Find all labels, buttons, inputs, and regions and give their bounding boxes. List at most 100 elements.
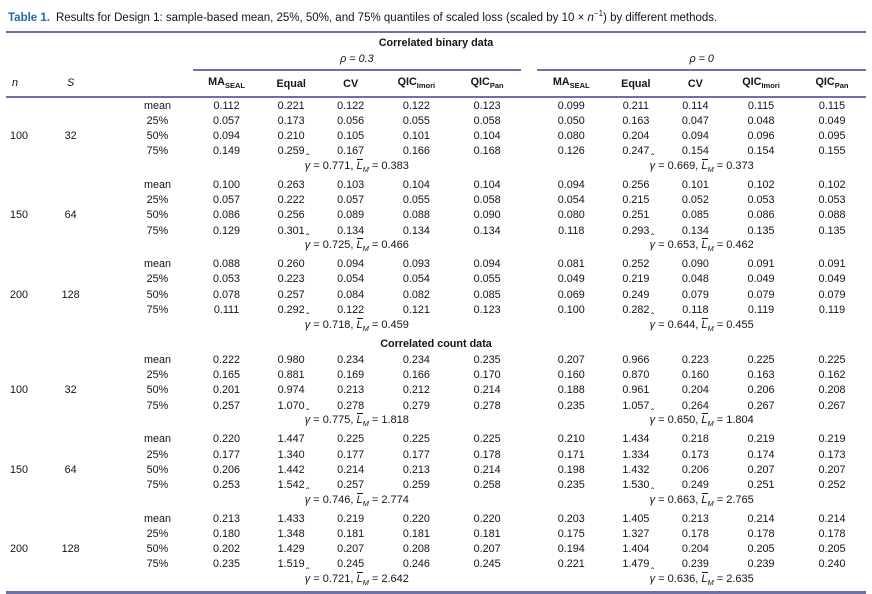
n-value: 100 — [10, 129, 29, 142]
gamma-value: 0.718 — [322, 318, 351, 331]
spacer-cell — [6, 238, 193, 257]
stat-summary: γ = 0.663, LM = 2.765 — [537, 492, 866, 512]
group-header-rho-0: ρ = 0 — [537, 51, 866, 71]
value-cell: 0.178 — [818, 527, 846, 540]
value-cell: 0.091 — [747, 258, 775, 271]
value-cell: 0.135 — [818, 224, 846, 237]
value-cell: 0.134 — [402, 224, 430, 237]
l-bar-symbol: L — [701, 413, 709, 427]
value-cell: 0.881 — [277, 369, 305, 382]
gamma-value: 0.653 — [667, 239, 696, 252]
method-subscript: SEAL — [224, 80, 245, 90]
s-value — [47, 97, 94, 113]
gamma-hat-symbol: γ — [305, 572, 311, 586]
group-gap — [521, 257, 537, 272]
value-cell: 0.215 — [622, 194, 650, 207]
n-value: 100 — [10, 384, 29, 397]
value-cell: 0.088 — [818, 209, 846, 222]
group-gap — [521, 478, 537, 493]
n-value — [6, 557, 47, 572]
value-cell: 0.225 — [402, 433, 430, 446]
s-value — [47, 257, 94, 272]
stat-label: 50% — [146, 543, 169, 556]
column-header-maseal: MASEAL — [192, 69, 261, 99]
column-header-equal: Equal — [260, 69, 322, 99]
spacer-cell — [6, 159, 193, 178]
value-cell: 0.202 — [213, 543, 241, 556]
column-header-cv: CV — [666, 69, 725, 99]
value-cell: 0.171 — [557, 448, 585, 461]
stat-summary-row: γ = 0.721, LM = 2.642 γ = 0.636, LM = 2.6… — [6, 572, 866, 591]
value-cell: 0.225 — [818, 354, 846, 367]
method-name: MA — [552, 75, 570, 88]
value-cell: 0.252 — [622, 258, 650, 271]
stat-label: 50% — [146, 129, 169, 142]
value-cell: 0.094 — [681, 129, 709, 142]
value-cell: 0.053 — [747, 194, 775, 207]
method-subscript: Pan — [834, 80, 849, 90]
l-subscript: M — [362, 323, 369, 333]
s-value — [47, 144, 94, 159]
equals-sign: = — [310, 414, 323, 427]
value-cell: 0.234 — [402, 354, 430, 367]
lm-value: 0.373 — [726, 159, 754, 172]
value-cell: 0.206 — [681, 463, 709, 476]
value-cell: 0.134 — [681, 224, 709, 237]
s-value — [47, 447, 94, 462]
value-cell: 0.258 — [473, 478, 501, 491]
value-cell: 0.208 — [818, 384, 846, 397]
value-cell: 0.279 — [402, 399, 430, 412]
value-cell: 0.247 — [622, 145, 650, 158]
equals-sign: = — [310, 318, 323, 331]
stat-label: 50% — [146, 209, 169, 222]
value-cell: 0.089 — [337, 209, 365, 222]
n-value — [6, 398, 47, 413]
value-cell: 0.223 — [277, 273, 305, 286]
table-row: 25% 0.057 0.173 0.056 0.055 0.058 0.050 0.163 0.… — [6, 113, 866, 128]
group-gap — [521, 432, 537, 447]
value-cell: 0.054 — [557, 194, 585, 207]
value-cell: 0.181 — [402, 527, 430, 540]
comma: , — [350, 414, 357, 427]
lm-value: 0.462 — [726, 239, 754, 252]
group-gap — [521, 272, 537, 287]
value-cell: 0.257 — [337, 478, 365, 491]
value-cell: 0.260 — [277, 258, 305, 271]
group-gap — [520, 69, 538, 99]
column-header-n: n — [6, 69, 48, 99]
stat-label: 25% — [146, 273, 169, 286]
stat-summary: γ = 0.644, LM = 0.455 — [537, 317, 866, 337]
value-cell: 0.104 — [473, 178, 501, 191]
value-cell: 0.088 — [213, 258, 241, 271]
l-subscript: M — [707, 498, 714, 508]
value-cell: 0.204 — [681, 543, 709, 556]
equals-sign: = — [713, 414, 727, 427]
value-cell: 0.086 — [747, 209, 775, 222]
group-gap — [521, 413, 537, 432]
gamma-value: 0.771 — [322, 159, 351, 172]
equals-sign: = — [655, 493, 668, 506]
gamma-hat-symbol: γ — [650, 318, 656, 332]
table-row: 75% 0.257 1.070 0.278 0.279 0.278 0.235 1.057 0.… — [6, 398, 866, 413]
value-cell: 0.222 — [277, 194, 305, 207]
value-cell: 0.096 — [747, 129, 775, 142]
value-cell: 0.225 — [337, 433, 365, 446]
value-cell: 0.154 — [681, 145, 709, 158]
column-header-qic-pan: QICPan — [453, 69, 521, 99]
value-cell: 0.204 — [622, 129, 650, 142]
s-value: 32 — [64, 129, 77, 142]
value-cell: 0.122 — [402, 99, 430, 112]
value-cell: 0.163 — [622, 114, 650, 127]
value-cell: 0.080 — [557, 209, 585, 222]
stat-label: 25% — [146, 114, 169, 127]
value-cell: 0.094 — [557, 178, 585, 191]
gamma-hat-symbol: γ — [650, 238, 656, 252]
stat-label: 50% — [146, 384, 169, 397]
l-bar-symbol: L — [701, 492, 709, 506]
l-subscript: M — [362, 244, 369, 254]
value-cell: 0.058 — [473, 194, 501, 207]
stat-summary: γ = 0.653, LM = 0.462 — [537, 238, 866, 257]
table-row: mean 0.222 0.980 0.234 0.234 0.235 0.207 0.966 0… — [6, 353, 866, 368]
